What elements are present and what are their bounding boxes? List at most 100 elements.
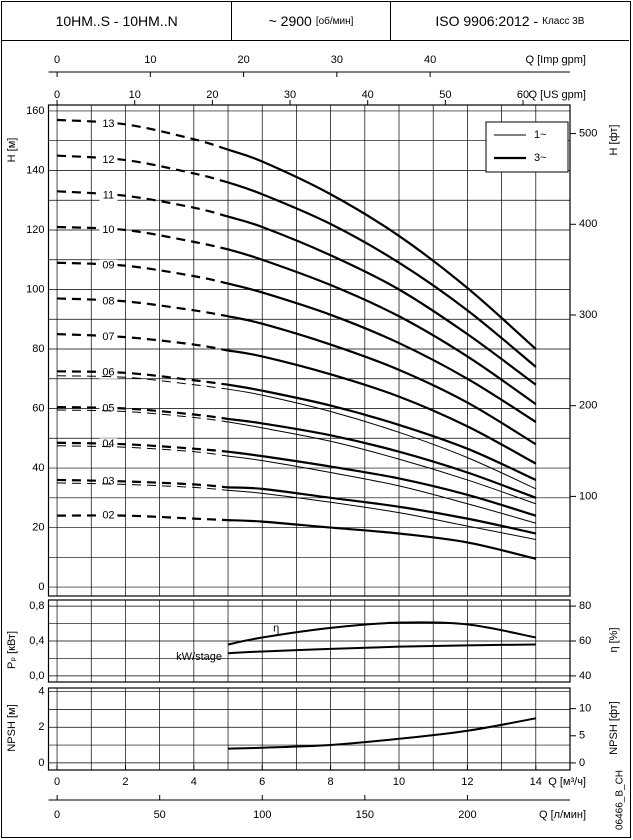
x-tick-label: 30 xyxy=(284,89,296,101)
curve xyxy=(56,118,229,151)
label-bg xyxy=(99,223,118,236)
y2-axis-title: η [%] xyxy=(608,627,620,652)
curve xyxy=(57,333,229,352)
stage-label: 03 xyxy=(102,475,114,487)
curve xyxy=(227,455,536,524)
x-tick-label: 50 xyxy=(439,89,451,101)
curve xyxy=(227,315,537,446)
curve xyxy=(227,248,537,405)
x-tick-label: 10 xyxy=(393,776,405,788)
y2-tick-label: 10 xyxy=(579,703,591,715)
class: Класс 3B xyxy=(542,15,585,27)
curve xyxy=(56,154,229,184)
y-tick-label: 0,0 xyxy=(29,670,44,682)
x-tick-label: 12 xyxy=(461,776,473,788)
y-axis-title: H [м] xyxy=(6,138,18,163)
y2-tick-label: 40 xyxy=(579,670,591,682)
y-tick-label: 0 xyxy=(38,757,44,769)
y-tick-label: 120 xyxy=(26,224,44,236)
y-tick-label: 2 xyxy=(38,721,44,733)
stage-label: 12 xyxy=(102,154,114,166)
curve xyxy=(57,514,229,522)
curve xyxy=(57,482,229,491)
x-tick-label: 200 xyxy=(458,809,476,821)
label-bg xyxy=(99,118,118,131)
curve xyxy=(57,405,229,421)
x-tick-label: 150 xyxy=(356,809,374,821)
x-tick-label: 10 xyxy=(129,89,141,101)
curve xyxy=(57,375,229,390)
label-bg xyxy=(99,509,118,522)
label-bg xyxy=(99,366,118,379)
curve xyxy=(227,282,537,423)
x-tick-label: 10 xyxy=(144,54,156,66)
curve xyxy=(57,225,229,251)
label-bg xyxy=(99,402,118,415)
header-cell: ~ 2900 [об/мин] xyxy=(232,2,391,40)
x-tick-label: 30 xyxy=(331,54,343,66)
header-cell: ISO 9906:2012 - Класс 3B xyxy=(391,2,629,40)
curve xyxy=(227,349,537,465)
curve xyxy=(56,190,229,218)
stage-label: 09 xyxy=(102,260,114,272)
curve xyxy=(227,450,537,517)
curve xyxy=(227,421,536,505)
stage-label: 07 xyxy=(102,331,114,343)
x-tick-label: 20 xyxy=(206,89,218,101)
drawing-code: 06466_B_CH xyxy=(615,770,626,830)
label-bg xyxy=(99,189,118,202)
curve xyxy=(227,215,537,386)
y-tick-label: 60 xyxy=(32,402,44,414)
y-tick-label: 140 xyxy=(26,164,44,176)
model: 10HM..S - 10HM..N xyxy=(55,13,178,29)
y-tick-label: 4 xyxy=(38,685,44,697)
y2-axis-title: H [фт] xyxy=(608,125,620,156)
speed-unit: [об/мин] xyxy=(315,15,354,27)
header: 10HM..S - 10HM..N ~ 2900 [об/мин] ISO 990… xyxy=(2,2,629,41)
stage-label: 02 xyxy=(102,510,114,522)
x-tick-label: 40 xyxy=(424,54,436,66)
legend-box xyxy=(485,121,569,173)
curve xyxy=(227,181,537,368)
curve xyxy=(227,383,537,481)
x-tick-label: 4 xyxy=(191,776,197,788)
stage-label: 06 xyxy=(102,367,114,379)
curve xyxy=(57,370,229,386)
y-tick-label: 20 xyxy=(32,521,44,533)
x-tick-label: 0 xyxy=(54,89,60,101)
x-tick-label: 50 xyxy=(154,809,166,821)
curve xyxy=(57,409,229,423)
y2-tick-label: 400 xyxy=(579,218,597,230)
y2-tick-label: 100 xyxy=(579,490,597,502)
legend-label: 3~ xyxy=(534,152,547,164)
curve xyxy=(57,445,229,457)
header-cell: 10HM..S - 10HM..N xyxy=(2,2,233,40)
curve xyxy=(227,148,537,350)
label-bg xyxy=(99,475,118,488)
x-tick-label: 100 xyxy=(253,809,271,821)
plot-frame xyxy=(47,104,571,597)
x-tick-label: 0 xyxy=(54,54,60,66)
label-bg xyxy=(99,259,118,272)
curve xyxy=(57,297,229,318)
label-bg xyxy=(99,154,118,167)
x-axis-title: Q [м³/ч] xyxy=(548,776,586,788)
y2-tick-label: 60 xyxy=(579,635,591,647)
stage-label: 05 xyxy=(102,402,114,414)
x-tick-label: 0 xyxy=(54,809,60,821)
y-tick-label: 100 xyxy=(26,283,44,295)
curve xyxy=(57,261,229,285)
stage-label: 08 xyxy=(102,295,114,307)
curve xyxy=(57,478,229,489)
y2-tick-label: 200 xyxy=(579,400,597,412)
y-tick-label: 80 xyxy=(32,343,44,355)
y2-axis-title: NPSH [фт] xyxy=(608,701,620,755)
x-axis-title: Q [US gpm] xyxy=(529,89,586,101)
y-tick-label: 0,8 xyxy=(29,600,44,612)
curve xyxy=(227,621,536,646)
y2-tick-label: 300 xyxy=(579,309,597,321)
stage-label: 13 xyxy=(102,118,114,130)
